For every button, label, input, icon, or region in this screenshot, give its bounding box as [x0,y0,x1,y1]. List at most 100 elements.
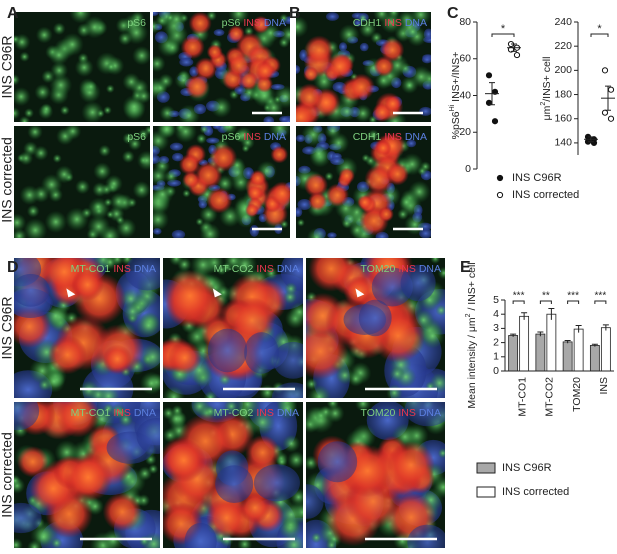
green-signal [69,12,92,24]
green-signal [353,104,373,122]
bar [535,333,546,372]
micrograph-content [14,12,150,122]
stain-label: TOM20 INS DNA [360,263,441,275]
x-tick-label: MT-CO1 [516,377,528,417]
insulin-signal [71,268,104,301]
green-signal [387,12,401,19]
green-signal [14,74,21,86]
stain-word: CDH1 [353,17,382,29]
insulin-signal [206,187,233,214]
insulin-signal [270,181,290,206]
green-signal [163,386,186,398]
nucleus [14,402,40,431]
green-signal [34,83,51,101]
stain-word: MT-CO2 [214,263,254,275]
green-signal [101,529,125,548]
micrograph: MT-CO2 INS DNA [163,402,303,548]
green-signal [177,258,192,272]
green-signal [430,258,441,264]
micrograph-content [14,126,150,238]
data-point [601,109,609,116]
stain-label: pS6 INS DNA [222,17,286,29]
bar [562,341,573,372]
green-signal [221,126,238,135]
error-bar [521,312,528,320]
y-tick-label: 140 [554,137,572,149]
stain-word: INS [243,17,261,29]
green-signal [199,223,221,238]
green-signal [74,58,94,78]
nucleus [273,341,303,379]
significance-bracket [594,300,607,304]
micrograph-content [296,12,431,122]
green-signal [42,369,66,393]
nucleus [125,258,160,291]
sem-bar [588,136,594,143]
green-signal [177,104,200,122]
green-signal [325,538,338,548]
error-bar [564,339,571,344]
green-signal [14,106,21,120]
green-signal [155,13,169,28]
green-signal [235,126,253,144]
y-tick-label: 60 [459,53,471,65]
green-signal [153,166,168,186]
stain-word: MT-CO1 [71,263,111,275]
legend-label: INS C96R [502,462,552,474]
data-point [485,72,493,79]
green-signal [210,96,232,118]
stain-word: DNA [264,17,286,29]
insulin-signal [325,183,350,207]
nucleus [212,126,222,130]
micrograph: MT-CO1 INS DNA [14,402,160,548]
stain-word: DNA [419,407,441,419]
green-signal [122,72,141,91]
significance-bracket [491,33,515,37]
green-signal [40,173,63,196]
error-bar [591,343,598,347]
insulin-signal [102,492,142,532]
green-signal [174,126,197,143]
green-signal [405,81,414,90]
nucleus [404,402,445,427]
y-tick-label: 2 [493,336,499,348]
stain-label: CDH1 INS DNA [353,131,427,143]
green-signal [164,169,179,184]
significance: * [501,23,506,35]
green-signal [282,434,301,453]
stain-word: pS6 [127,17,146,29]
green-signal [389,366,406,382]
green-signal [19,51,30,62]
y-axis-label: μm2/INS+ cell [540,57,552,121]
green-signal [139,371,160,395]
green-signal [48,44,70,66]
significance-bracket [567,300,580,304]
error-bar [602,324,609,331]
green-signal [367,129,379,141]
green-signal [14,537,24,548]
green-signal [106,210,115,219]
panel-label: A [7,5,19,22]
bar [600,327,611,372]
green-signal [18,150,34,166]
green-signal [324,171,334,181]
green-signal [65,207,89,232]
green-signal [153,130,170,152]
stain-word: INS [384,131,402,143]
insulin-signal [326,53,353,80]
stain-word: INS [398,407,416,419]
stain-word: DNA [134,263,156,275]
green-signal [109,192,128,211]
insulin-signal [252,15,270,34]
significance: * [597,23,602,35]
insulin-signal [239,492,271,524]
nucleus [327,232,337,238]
y-axis-label: Mean intensity / μm2 / INS+ cell [465,262,477,408]
stain-word: TOM20 [360,263,395,275]
nucleus [317,441,358,483]
y-label-sup: 2 [465,313,472,317]
green-signal [408,180,431,203]
row-label: INS corrected [0,432,15,518]
x-tick-label: MT-CO2 [544,377,556,417]
